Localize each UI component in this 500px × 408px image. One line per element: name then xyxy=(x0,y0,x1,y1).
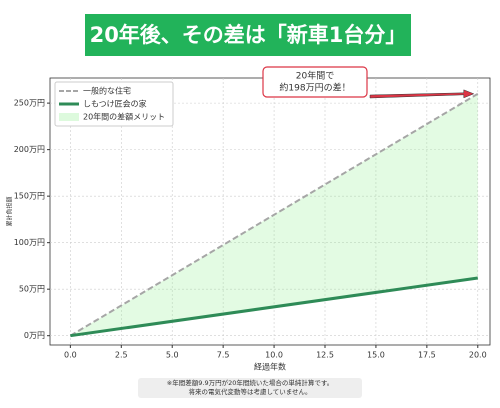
y-tick-label: 150万円 xyxy=(14,192,45,201)
x-tick-label: 17.5 xyxy=(418,351,436,360)
legend-label: 20年間の差額メリット xyxy=(83,112,165,122)
annotation-text: 約198万円の差！ xyxy=(279,82,350,94)
banner-box xyxy=(85,14,411,56)
x-tick-label: 2.5 xyxy=(115,351,128,360)
y-tick-label: 50万円 xyxy=(19,285,45,294)
legend-box xyxy=(54,81,174,127)
x-tick-label: 7.5 xyxy=(217,351,230,360)
x-tick-label: 12.5 xyxy=(316,351,334,360)
annotation-arrow xyxy=(369,89,475,99)
y-tick-label: 0万円 xyxy=(24,331,45,340)
y-tick-label: 100万円 xyxy=(14,238,45,247)
y-tick-label: 200万円 xyxy=(14,145,45,154)
x-tick-label: 10.0 xyxy=(265,351,283,360)
x-tick-label: 20.0 xyxy=(469,351,487,360)
series-line xyxy=(70,276,478,338)
y-axis-label: 累計負担額 xyxy=(6,196,14,226)
footnote: ※年間差額9.9万円が20年間続いた場合の単純計算です。 xyxy=(167,378,333,387)
y-tick-label: 250万円 xyxy=(14,99,45,108)
legend-swatch xyxy=(59,113,79,121)
annotation-box xyxy=(262,66,368,98)
banner: 20年後、その差は「新車1台分」 xyxy=(90,23,407,47)
series-line xyxy=(69,92,479,337)
footnote: 将来の電気代変動等は考慮していません。 xyxy=(188,387,311,396)
x-axis-label: 経過年数 xyxy=(254,362,286,372)
legend-label: しもつけ匠会の家 xyxy=(83,99,147,109)
x-tick-label: 0.0 xyxy=(64,351,77,360)
annotation-text: 20年間で xyxy=(296,70,334,82)
legend-label: 一般的な住宅 xyxy=(83,86,131,96)
footnote-box xyxy=(138,378,362,398)
x-tick-label: 5.0 xyxy=(166,351,179,360)
x-tick-label: 15.0 xyxy=(367,351,385,360)
